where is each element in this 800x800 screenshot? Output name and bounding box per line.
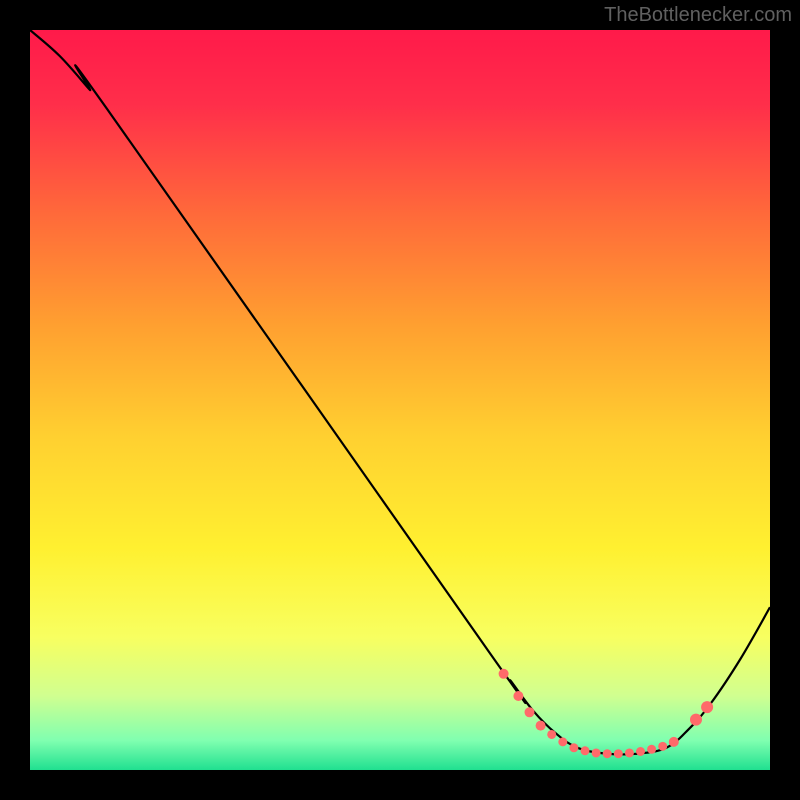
curve-markers: [499, 669, 713, 758]
marker-point: [499, 669, 509, 679]
marker-point: [701, 701, 713, 713]
plot-area: [30, 30, 770, 770]
marker-point: [592, 748, 601, 757]
watermark-text: TheBottlenecker.com: [604, 4, 792, 27]
marker-point: [603, 749, 612, 758]
marker-point: [636, 747, 645, 756]
marker-point: [581, 746, 590, 755]
marker-point: [569, 743, 578, 752]
marker-point: [669, 737, 679, 747]
marker-point: [513, 691, 523, 701]
marker-point: [625, 748, 634, 757]
curve-layer: [30, 30, 770, 770]
marker-point: [536, 721, 546, 731]
bottleneck-curve: [30, 30, 770, 755]
marker-point: [525, 707, 535, 717]
marker-point: [558, 737, 567, 746]
marker-point: [614, 749, 623, 758]
marker-point: [547, 730, 556, 739]
marker-point: [658, 742, 667, 751]
marker-point: [690, 714, 702, 726]
marker-point: [647, 745, 656, 754]
